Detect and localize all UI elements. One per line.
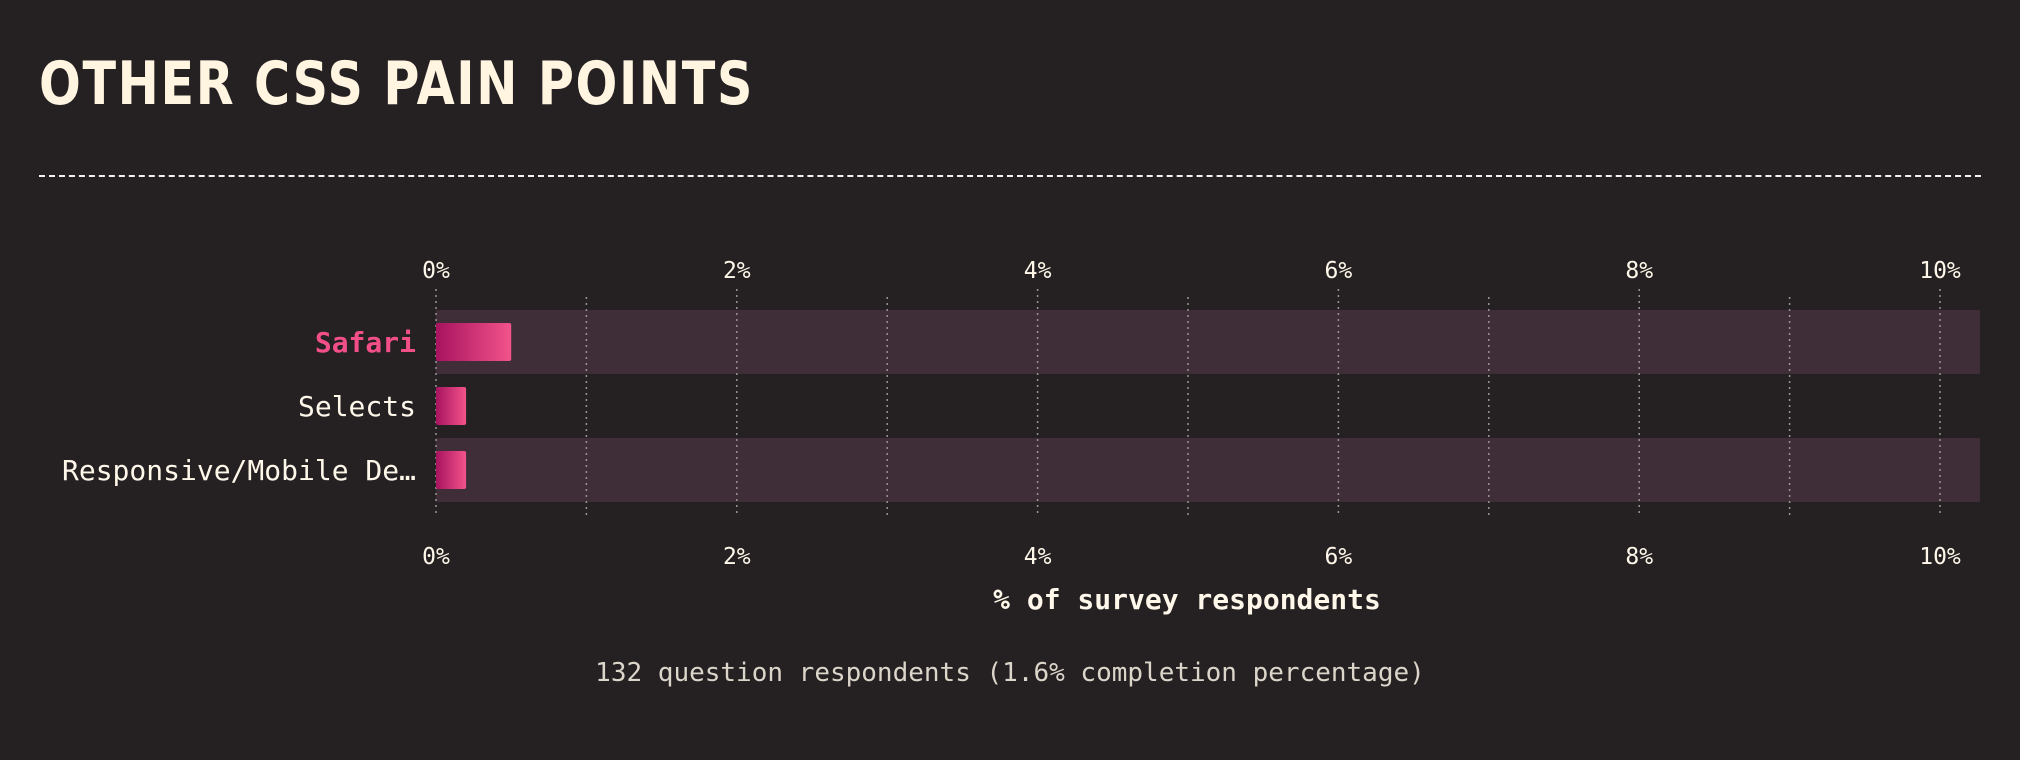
- x-axis-top: 0% 2% 4% 6% 8% 10%: [422, 258, 1961, 284]
- category-labels: Safari Selects Responsive/Mobile De…: [62, 326, 416, 487]
- x-axis-title: % of survey respondents: [993, 583, 1381, 616]
- x-tick-label-top: 2%: [723, 258, 751, 284]
- bar: [436, 323, 512, 361]
- row-band: [436, 438, 1980, 502]
- x-tick-label-bottom: 8%: [1625, 544, 1653, 570]
- x-tick-label-top: 6%: [1325, 258, 1353, 284]
- bar: [436, 387, 467, 425]
- x-tick-label-bottom: 6%: [1325, 544, 1353, 570]
- x-tick-label-top: 4%: [1024, 258, 1052, 284]
- row-bands: [436, 310, 1980, 502]
- category-label: Selects: [298, 390, 416, 423]
- page-title: OTHER CSS PAIN POINTS: [39, 49, 755, 119]
- row-band: [436, 310, 1980, 374]
- title-divider: [39, 175, 1981, 177]
- respondents-note: 132 question respondents (1.6% completio…: [595, 658, 1425, 688]
- x-tick-label-bottom: 0%: [422, 544, 450, 570]
- x-tick-label-bottom: 10%: [1919, 544, 1961, 570]
- category-label: Safari: [315, 326, 416, 359]
- x-tick-label-top: 8%: [1625, 258, 1653, 284]
- x-tick-label-bottom: 2%: [723, 544, 751, 570]
- x-axis-bottom: 0% 2% 4% 6% 8% 10%: [422, 544, 1961, 570]
- bar: [436, 451, 467, 489]
- x-tick-label-bottom: 4%: [1024, 544, 1052, 570]
- category-label: Responsive/Mobile De…: [62, 454, 416, 487]
- bars: [436, 323, 512, 489]
- x-tick-label-top: 0%: [422, 258, 450, 284]
- x-tick-label-top: 10%: [1919, 258, 1961, 284]
